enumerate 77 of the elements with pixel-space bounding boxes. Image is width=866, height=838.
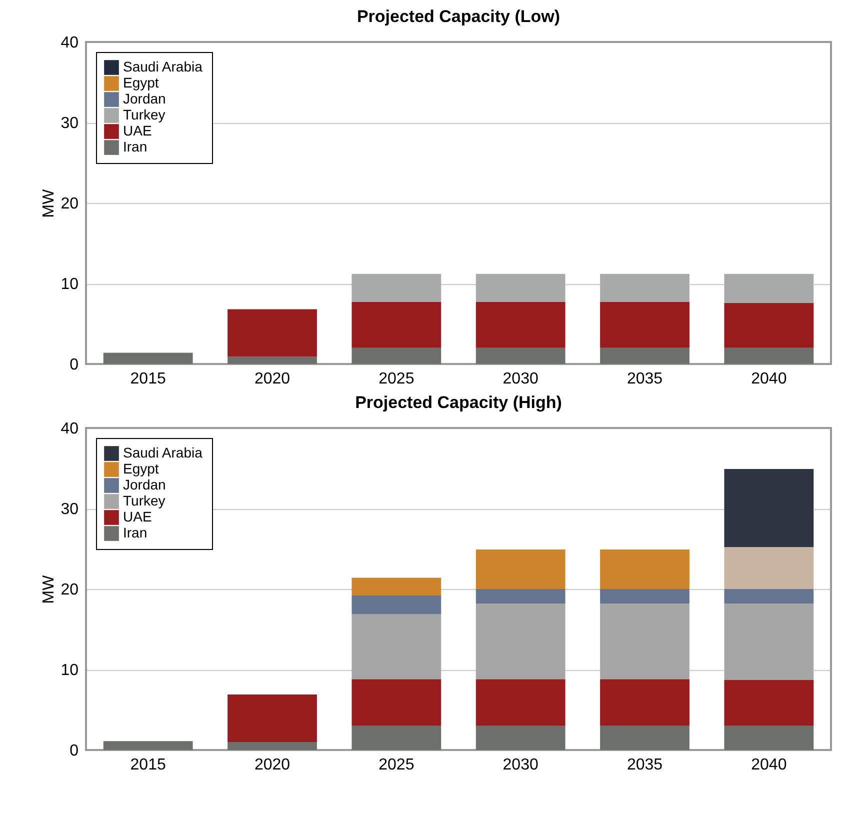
- bar: [600, 302, 690, 348]
- bar: [724, 302, 814, 348]
- chart-title: Projected Capacity (Low): [356, 7, 560, 26]
- bar: [724, 726, 814, 750]
- x-tick-label: 2015: [130, 756, 166, 774]
- bar: [724, 348, 814, 364]
- x-tick-label: 2040: [751, 370, 787, 388]
- bar: [228, 309, 317, 357]
- x-tick-label: 2030: [502, 756, 538, 774]
- bar: [724, 680, 814, 726]
- chart-title: Projected Capacity (High): [355, 393, 562, 412]
- bar: [724, 547, 814, 589]
- bar: [600, 726, 690, 750]
- bar: [600, 348, 690, 364]
- x-tick-label: 2015: [130, 370, 166, 388]
- bar: [228, 694, 317, 742]
- x-tick-label: 2035: [626, 370, 663, 388]
- x-tick-label: 2040: [751, 756, 787, 774]
- legend-label: Egypt: [123, 74, 159, 90]
- y-tick-label: 40: [60, 420, 79, 438]
- y-tick-label: 40: [60, 34, 79, 52]
- bar: [476, 274, 566, 302]
- legend-label: UAE: [123, 508, 152, 524]
- bar: [476, 679, 566, 726]
- legend-label: Saudi Arabia: [123, 58, 203, 74]
- y-axis-title: MW: [40, 574, 58, 604]
- y-tick-label: 30: [60, 115, 79, 132]
- legend-label: Jordan: [123, 476, 166, 492]
- bar: [600, 603, 690, 680]
- y-tick-label: 0: [70, 356, 79, 374]
- bar: [724, 603, 814, 680]
- legend-label: Turkey: [123, 106, 166, 122]
- bar: [600, 679, 690, 726]
- x-tick-label: 2025: [378, 756, 414, 774]
- bar: [724, 274, 814, 303]
- y-tick-label: 20: [60, 582, 79, 598]
- bar: [476, 589, 566, 604]
- bar: [352, 578, 442, 596]
- bar: [476, 603, 566, 680]
- x-tick-label: 2035: [626, 756, 663, 774]
- bar: [352, 679, 442, 726]
- bar: [352, 274, 442, 302]
- legend-label: Saudi Arabia: [123, 444, 203, 460]
- bar: [724, 589, 814, 604]
- y-tick-label: 10: [60, 662, 79, 679]
- bar: [476, 302, 566, 348]
- bar: [476, 726, 566, 750]
- legend-label: Jordan: [123, 90, 166, 106]
- bar: [600, 550, 690, 589]
- legend-label: Egypt: [123, 460, 159, 476]
- bar: [352, 726, 442, 750]
- y-axis-title: MW: [40, 188, 58, 218]
- x-tick-label: 2030: [502, 370, 538, 388]
- x-tick-label: 2020: [254, 756, 290, 774]
- legend-label: Iran: [123, 524, 148, 540]
- bar: [228, 356, 317, 364]
- y-tick-label: 10: [60, 276, 79, 293]
- bar: [476, 348, 566, 364]
- x-tick-label: 2025: [378, 370, 414, 388]
- y-tick-label: 0: [70, 742, 79, 760]
- bar: [228, 742, 317, 750]
- bar: [352, 614, 442, 680]
- y-tick-label: 20: [60, 196, 79, 212]
- bar: [352, 302, 442, 348]
- bar: [352, 595, 442, 614]
- x-tick-label: 2020: [254, 370, 290, 388]
- bar: [600, 589, 690, 604]
- bar: [476, 550, 566, 589]
- legend-label: Iran: [123, 138, 148, 154]
- bar: [724, 469, 814, 548]
- bar: [103, 741, 193, 750]
- y-tick-label: 30: [60, 501, 79, 518]
- bar: [600, 274, 690, 302]
- legend-label: UAE: [123, 122, 152, 138]
- legend-label: Turkey: [123, 492, 166, 508]
- bar: [103, 352, 193, 364]
- bar: [352, 348, 442, 364]
